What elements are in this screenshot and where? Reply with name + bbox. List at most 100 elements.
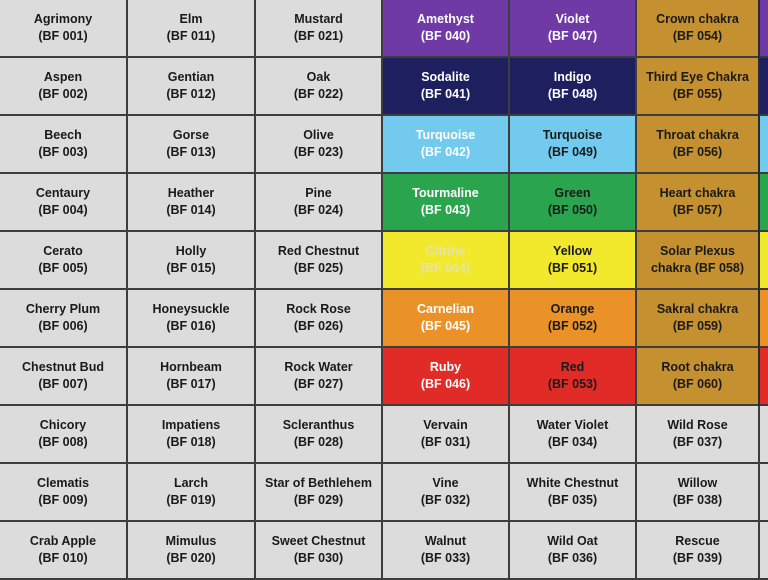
remedy-code: (BF 006) — [38, 319, 88, 333]
remedy-name: Scleranthus — [282, 418, 355, 432]
remedy-cell: Agrimony (BF 001) — [0, 0, 128, 58]
remedy-cell: Willow (BF 038) — [637, 464, 760, 522]
remedy-code: (BF 023) — [293, 145, 344, 159]
remedy-name: Wild Rose — [667, 418, 728, 432]
remedy-name: Honeysuckle — [152, 302, 230, 316]
edge-strip-cell — [760, 290, 768, 346]
remedy-cell: Rescue (BF 039) — [637, 522, 760, 580]
remedy-name: Yellow — [553, 244, 592, 258]
remedy-cell: Citrine (BF 044) — [383, 232, 510, 290]
remedy-cell: Beech (BF 003) — [0, 116, 128, 174]
edge-strip-cell — [760, 58, 768, 114]
remedy-cell: Elm (BF 011) — [128, 0, 256, 58]
remedy-name: Citrine — [425, 244, 466, 258]
remedy-cell: Chicory (BF 008) — [0, 406, 128, 464]
remedy-cell: Scleranthus (BF 028) — [256, 406, 383, 464]
remedy-cell: Root chakra (BF 060) — [637, 348, 760, 406]
remedy-cell: Sweet Chestnut (BF 030) — [256, 522, 383, 580]
remedy-name: Gentian — [167, 70, 215, 84]
remedy-name: Beech — [44, 128, 82, 142]
remedy-name: Olive — [303, 128, 334, 142]
remedy-code: (BF 037) — [672, 435, 723, 449]
remedy-code: (BF 026) — [293, 319, 344, 333]
remedy-code: (BF 017) — [166, 377, 216, 391]
remedy-cell: Vine (BF 032) — [383, 464, 510, 522]
remedy-cell: Walnut (BF 033) — [383, 522, 510, 580]
remedy-name: Centaury — [35, 186, 91, 200]
remedy-name: Vine — [432, 476, 459, 490]
remedy-name: Sweet Chestnut — [271, 534, 366, 548]
remedy-name: Rescue — [675, 534, 720, 548]
remedy-code: (BF 004) — [38, 203, 88, 217]
remedy-code: (BF 035) — [547, 493, 598, 507]
remedy-name: Star of Bethlehem — [265, 476, 372, 490]
remedy-name: Holly — [175, 244, 207, 258]
remedy-cell: Impatiens (BF 018) — [128, 406, 256, 464]
remedy-cell: Aspen (BF 002) — [0, 58, 128, 116]
remedy-name: Root chakra — [661, 360, 734, 374]
remedy-code: (BF 010) — [38, 551, 88, 565]
remedy-name: Heather — [167, 186, 215, 200]
remedy-cell: Holly (BF 015) — [128, 232, 256, 290]
remedy-cell: Cherry Plum (BF 006) — [0, 290, 128, 348]
remedy-cell: Vervain (BF 031) — [383, 406, 510, 464]
remedy-cell: Hornbeam (BF 017) — [128, 348, 256, 406]
remedy-code: (BF 044) — [420, 261, 471, 275]
remedy-cell: Third Eye Chakra (BF 055) — [637, 58, 760, 116]
remedy-name: Pine — [305, 186, 332, 200]
remedy-name: Amethyst — [417, 12, 474, 26]
remedy-name: Heart chakra — [659, 186, 736, 200]
remedy-name: Gorse — [172, 128, 210, 142]
remedy-cell: Green (BF 050) — [510, 174, 637, 232]
remedy-cell: Violet (BF 047) — [510, 0, 637, 58]
remedy-code: (BF 007) — [38, 377, 88, 391]
remedy-name: Throat chakra — [656, 128, 739, 142]
remedy-name: Oak — [306, 70, 331, 84]
remedy-cell: Solar Plexus chakra (BF 058) — [637, 232, 760, 290]
remedy-code: (BF 050) — [547, 203, 598, 217]
remedy-name: Willow — [677, 476, 718, 490]
remedy-code: (BF 016) — [166, 319, 216, 333]
remedy-code: (BF 011) — [166, 29, 216, 43]
remedy-name: Vervain — [423, 418, 468, 432]
remedy-cell: Gentian (BF 012) — [128, 58, 256, 116]
remedy-name: Turquoise — [542, 128, 603, 142]
remedy-name: Red Chestnut — [277, 244, 360, 258]
remedy-cell: Heather (BF 014) — [128, 174, 256, 232]
remedy-name: Orange — [550, 302, 595, 316]
remedy-cell: Amethyst (BF 040) — [383, 0, 510, 58]
remedy-cell: Wild Rose (BF 037) — [637, 406, 760, 464]
remedy-name: Water Violet — [536, 418, 609, 432]
remedy-name: Red — [560, 360, 585, 374]
remedy-code: (BF 027) — [293, 377, 344, 391]
remedy-cell: Rock Water (BF 027) — [256, 348, 383, 406]
remedy-name: Solar Plexus — [659, 244, 736, 258]
remedy-code: (BF 040) — [420, 29, 471, 43]
remedy-name: Carnelian — [417, 302, 474, 316]
remedy-name: Sodalite — [421, 70, 470, 84]
remedy-cell: Honeysuckle (BF 016) — [128, 290, 256, 348]
remedy-name: Indigo — [553, 70, 592, 84]
remedy-code: (BF 045) — [420, 319, 471, 333]
remedy-code: (BF 013) — [166, 145, 216, 159]
remedy-cell: Crab Apple (BF 010) — [0, 522, 128, 580]
remedy-code: (BF 046) — [420, 377, 471, 391]
remedy-cell: Chestnut Bud (BF 007) — [0, 348, 128, 406]
remedy-name: Crown chakra — [656, 12, 739, 26]
remedy-cell: Red Chestnut (BF 025) — [256, 232, 383, 290]
remedy-code: (BF 054) — [672, 29, 723, 43]
remedy-code: (BF 024) — [293, 203, 344, 217]
remedy-name: Sakral chakra — [656, 302, 739, 316]
remedy-code: (BF 039) — [672, 551, 723, 565]
remedy-code: (BF 028) — [293, 435, 344, 449]
remedy-cell: Mimulus (BF 020) — [128, 522, 256, 580]
remedy-name: Ruby — [429, 360, 462, 374]
remedy-cell: Turquoise (BF 049) — [510, 116, 637, 174]
edge-strip-cell — [760, 116, 768, 172]
remedy-code: (BF 014) — [166, 203, 216, 217]
remedy-name: Chestnut Bud — [22, 360, 104, 374]
remedy-code: (BF 022) — [293, 87, 344, 101]
remedy-code: (BF 002) — [38, 87, 88, 101]
remedy-code: (BF 060) — [672, 377, 723, 391]
